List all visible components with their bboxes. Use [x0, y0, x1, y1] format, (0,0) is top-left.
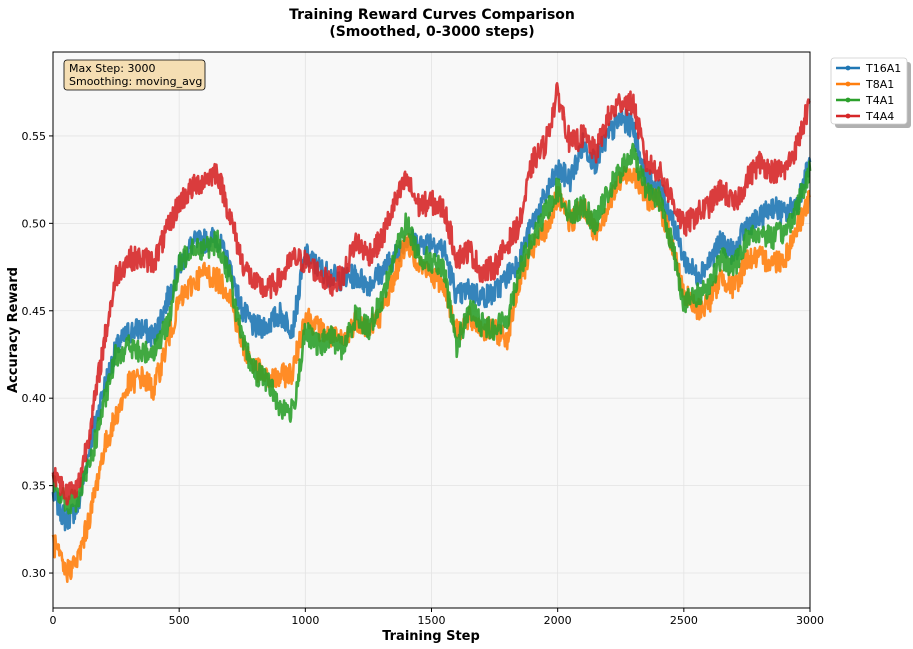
legend-label-t4a4: T4A4: [865, 110, 894, 123]
annotation-max-step: Max Step: 3000: [69, 62, 155, 75]
legend-label-t16a1: T16A1: [865, 62, 901, 75]
legend-frame: [830, 57, 908, 125]
chart-title: Training Reward Curves Comparison: [289, 7, 575, 23]
y-tick-label: 0.40: [22, 392, 47, 405]
legend-label-t4a1: T4A1: [865, 94, 894, 107]
y-axis-label: Accuracy Reward: [6, 267, 21, 393]
y-tick-label: 0.55: [22, 130, 47, 143]
x-tick-label: 2000: [544, 614, 572, 627]
annotation-box: Max Step: 3000 Smoothing: moving_avg: [63, 59, 206, 91]
y-tick-label: 0.50: [22, 217, 47, 230]
legend-label-t8a1: T8A1: [865, 78, 894, 91]
y-tick-label: 0.35: [22, 480, 47, 493]
legend-marker-t8a1: [845, 81, 851, 87]
legend-marker-t4a4: [845, 113, 851, 119]
y-tick-label: 0.45: [22, 305, 47, 318]
series-line-t4a1: [51, 142, 812, 515]
x-tick-label: 500: [169, 614, 190, 627]
x-tick-label: 0: [50, 614, 57, 627]
x-tick-label: 3000: [796, 614, 824, 627]
axis-ticks: 0 500 1000 1500 2000 2500 3000 0.30 0.35 0.40 0.45…: [22, 130, 825, 627]
series-line-t4a4: [51, 82, 811, 506]
x-tick-label: 1500: [418, 614, 446, 627]
x-axis-label: Training Step: [382, 629, 480, 644]
y-tick-label: 0.30: [22, 567, 47, 580]
chart-subtitle: (Smoothed, 0-3000 steps): [329, 24, 534, 40]
x-tick-label: 1000: [291, 614, 319, 627]
annotation-background: [63, 59, 206, 91]
annotation-smoothing: Smoothing: moving_avg: [69, 75, 202, 88]
legend-marker-t16a1: [845, 65, 851, 71]
series-layer: [51, 82, 812, 584]
legend-marker-t4a1: [845, 97, 851, 103]
legend: T16A1 T8A1 T4A1 T4A4: [830, 57, 911, 128]
x-tick-label: 2500: [670, 614, 698, 627]
